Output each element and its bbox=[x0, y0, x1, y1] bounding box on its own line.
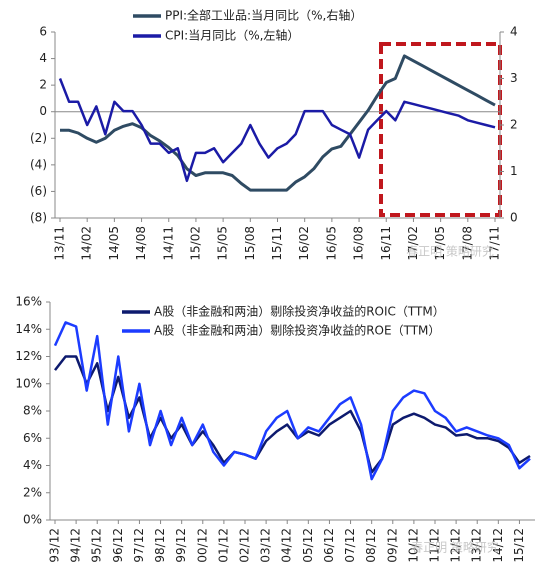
y-tick-label: 4% bbox=[23, 458, 42, 472]
y-tick-label: 14% bbox=[15, 322, 42, 336]
x-tick-label: 95/12 bbox=[90, 528, 104, 563]
x-tick-label: 98/12 bbox=[153, 528, 167, 563]
series-line bbox=[53, 321, 531, 481]
x-tick-label: 15/08 bbox=[243, 226, 257, 261]
x-tick-label: 05/12 bbox=[301, 528, 315, 563]
x-tick-label: 02/12 bbox=[238, 528, 252, 563]
y-tick-label: 4 bbox=[39, 51, 47, 65]
x-tick-label: 10/12 bbox=[406, 528, 420, 563]
x-tick-label: 14/05 bbox=[107, 226, 121, 261]
x-tick-label: 17/11 bbox=[488, 226, 502, 261]
x-tick-label: 94/12 bbox=[69, 528, 83, 563]
x-tick-label: 14/02 bbox=[80, 226, 94, 261]
watermark: 春正明 策略研究 bbox=[411, 540, 499, 555]
x-tick-label: 12/12 bbox=[449, 528, 463, 563]
x-tick-label: 14/11 bbox=[161, 226, 175, 261]
x-tick-label: 06/12 bbox=[322, 528, 336, 563]
x-tick-label: 13/12 bbox=[470, 528, 484, 563]
x-tick-label: 03/12 bbox=[259, 528, 273, 563]
y2-tick-label: 2 bbox=[510, 118, 518, 132]
y-tick-label: (2) bbox=[30, 131, 47, 145]
x-tick-label: 14/12 bbox=[491, 528, 505, 563]
x-tick-label: 17/02 bbox=[406, 226, 420, 261]
y-tick-label: (8) bbox=[30, 211, 47, 225]
x-tick-label: 00/12 bbox=[195, 528, 209, 563]
series-line bbox=[60, 54, 496, 192]
y-tick-label: 0% bbox=[23, 513, 42, 527]
x-tick-label: 15/02 bbox=[188, 226, 202, 261]
y-tick-label: 16% bbox=[15, 295, 42, 309]
legend-label: CPI:当月同比（%,左轴） bbox=[165, 28, 299, 43]
legend-label: A股（非金融和两油）剔除投资净收益的ROIC（TTM） bbox=[154, 304, 445, 319]
x-tick-label: 16/11 bbox=[379, 226, 393, 261]
legend-label: A股（非金融和两油）剔除投资净收益的ROE（TTM） bbox=[154, 323, 440, 338]
y-tick-label: 6 bbox=[39, 25, 47, 39]
x-tick-label: 15/11 bbox=[270, 226, 284, 261]
x-tick-label: 15/12 bbox=[512, 528, 526, 563]
y2-tick-label: 1 bbox=[510, 164, 518, 178]
series-line bbox=[58, 78, 496, 183]
x-tick-label: 17/05 bbox=[433, 226, 447, 261]
y2-tick-label: 0 bbox=[510, 211, 518, 225]
x-tick-label: 16/05 bbox=[324, 226, 338, 261]
x-tick-label: 08/12 bbox=[364, 528, 378, 563]
x-tick-label: 16/08 bbox=[352, 226, 366, 261]
y-tick-label: 8% bbox=[23, 404, 42, 418]
x-tick-label: 16/02 bbox=[297, 226, 311, 261]
x-tick-label: 13/11 bbox=[53, 226, 67, 261]
y-tick-label: (6) bbox=[30, 184, 47, 198]
y-tick-label: 2 bbox=[39, 78, 47, 92]
x-tick-label: 97/12 bbox=[132, 528, 146, 563]
y-tick-label: 12% bbox=[15, 349, 42, 363]
x-tick-label: 93/12 bbox=[48, 528, 62, 563]
y2-tick-label: 3 bbox=[510, 71, 518, 85]
y-tick-label: (4) bbox=[30, 157, 47, 171]
x-tick-label: 11/12 bbox=[428, 528, 442, 563]
x-tick-label: 17/08 bbox=[460, 226, 474, 261]
x-tick-label: 07/12 bbox=[343, 528, 357, 563]
y2-tick-label: 4 bbox=[510, 25, 518, 39]
x-tick-label: 99/12 bbox=[174, 528, 188, 563]
x-tick-label: 04/12 bbox=[280, 528, 294, 563]
x-tick-label: 15/05 bbox=[216, 226, 230, 261]
x-tick-label: 01/12 bbox=[216, 528, 230, 563]
x-tick-label: 96/12 bbox=[111, 528, 125, 563]
watermark: 春正明 策略研究 bbox=[406, 244, 494, 259]
y-tick-label: 0 bbox=[39, 104, 47, 118]
y-tick-label: 2% bbox=[23, 485, 42, 499]
x-tick-label: 09/12 bbox=[385, 528, 399, 563]
legend-label: PPI:全部工业品:当月同比（%,右轴） bbox=[165, 8, 362, 23]
y-tick-label: 10% bbox=[15, 376, 42, 390]
x-tick-label: 14/08 bbox=[134, 226, 148, 261]
y-tick-label: 6% bbox=[23, 431, 42, 445]
